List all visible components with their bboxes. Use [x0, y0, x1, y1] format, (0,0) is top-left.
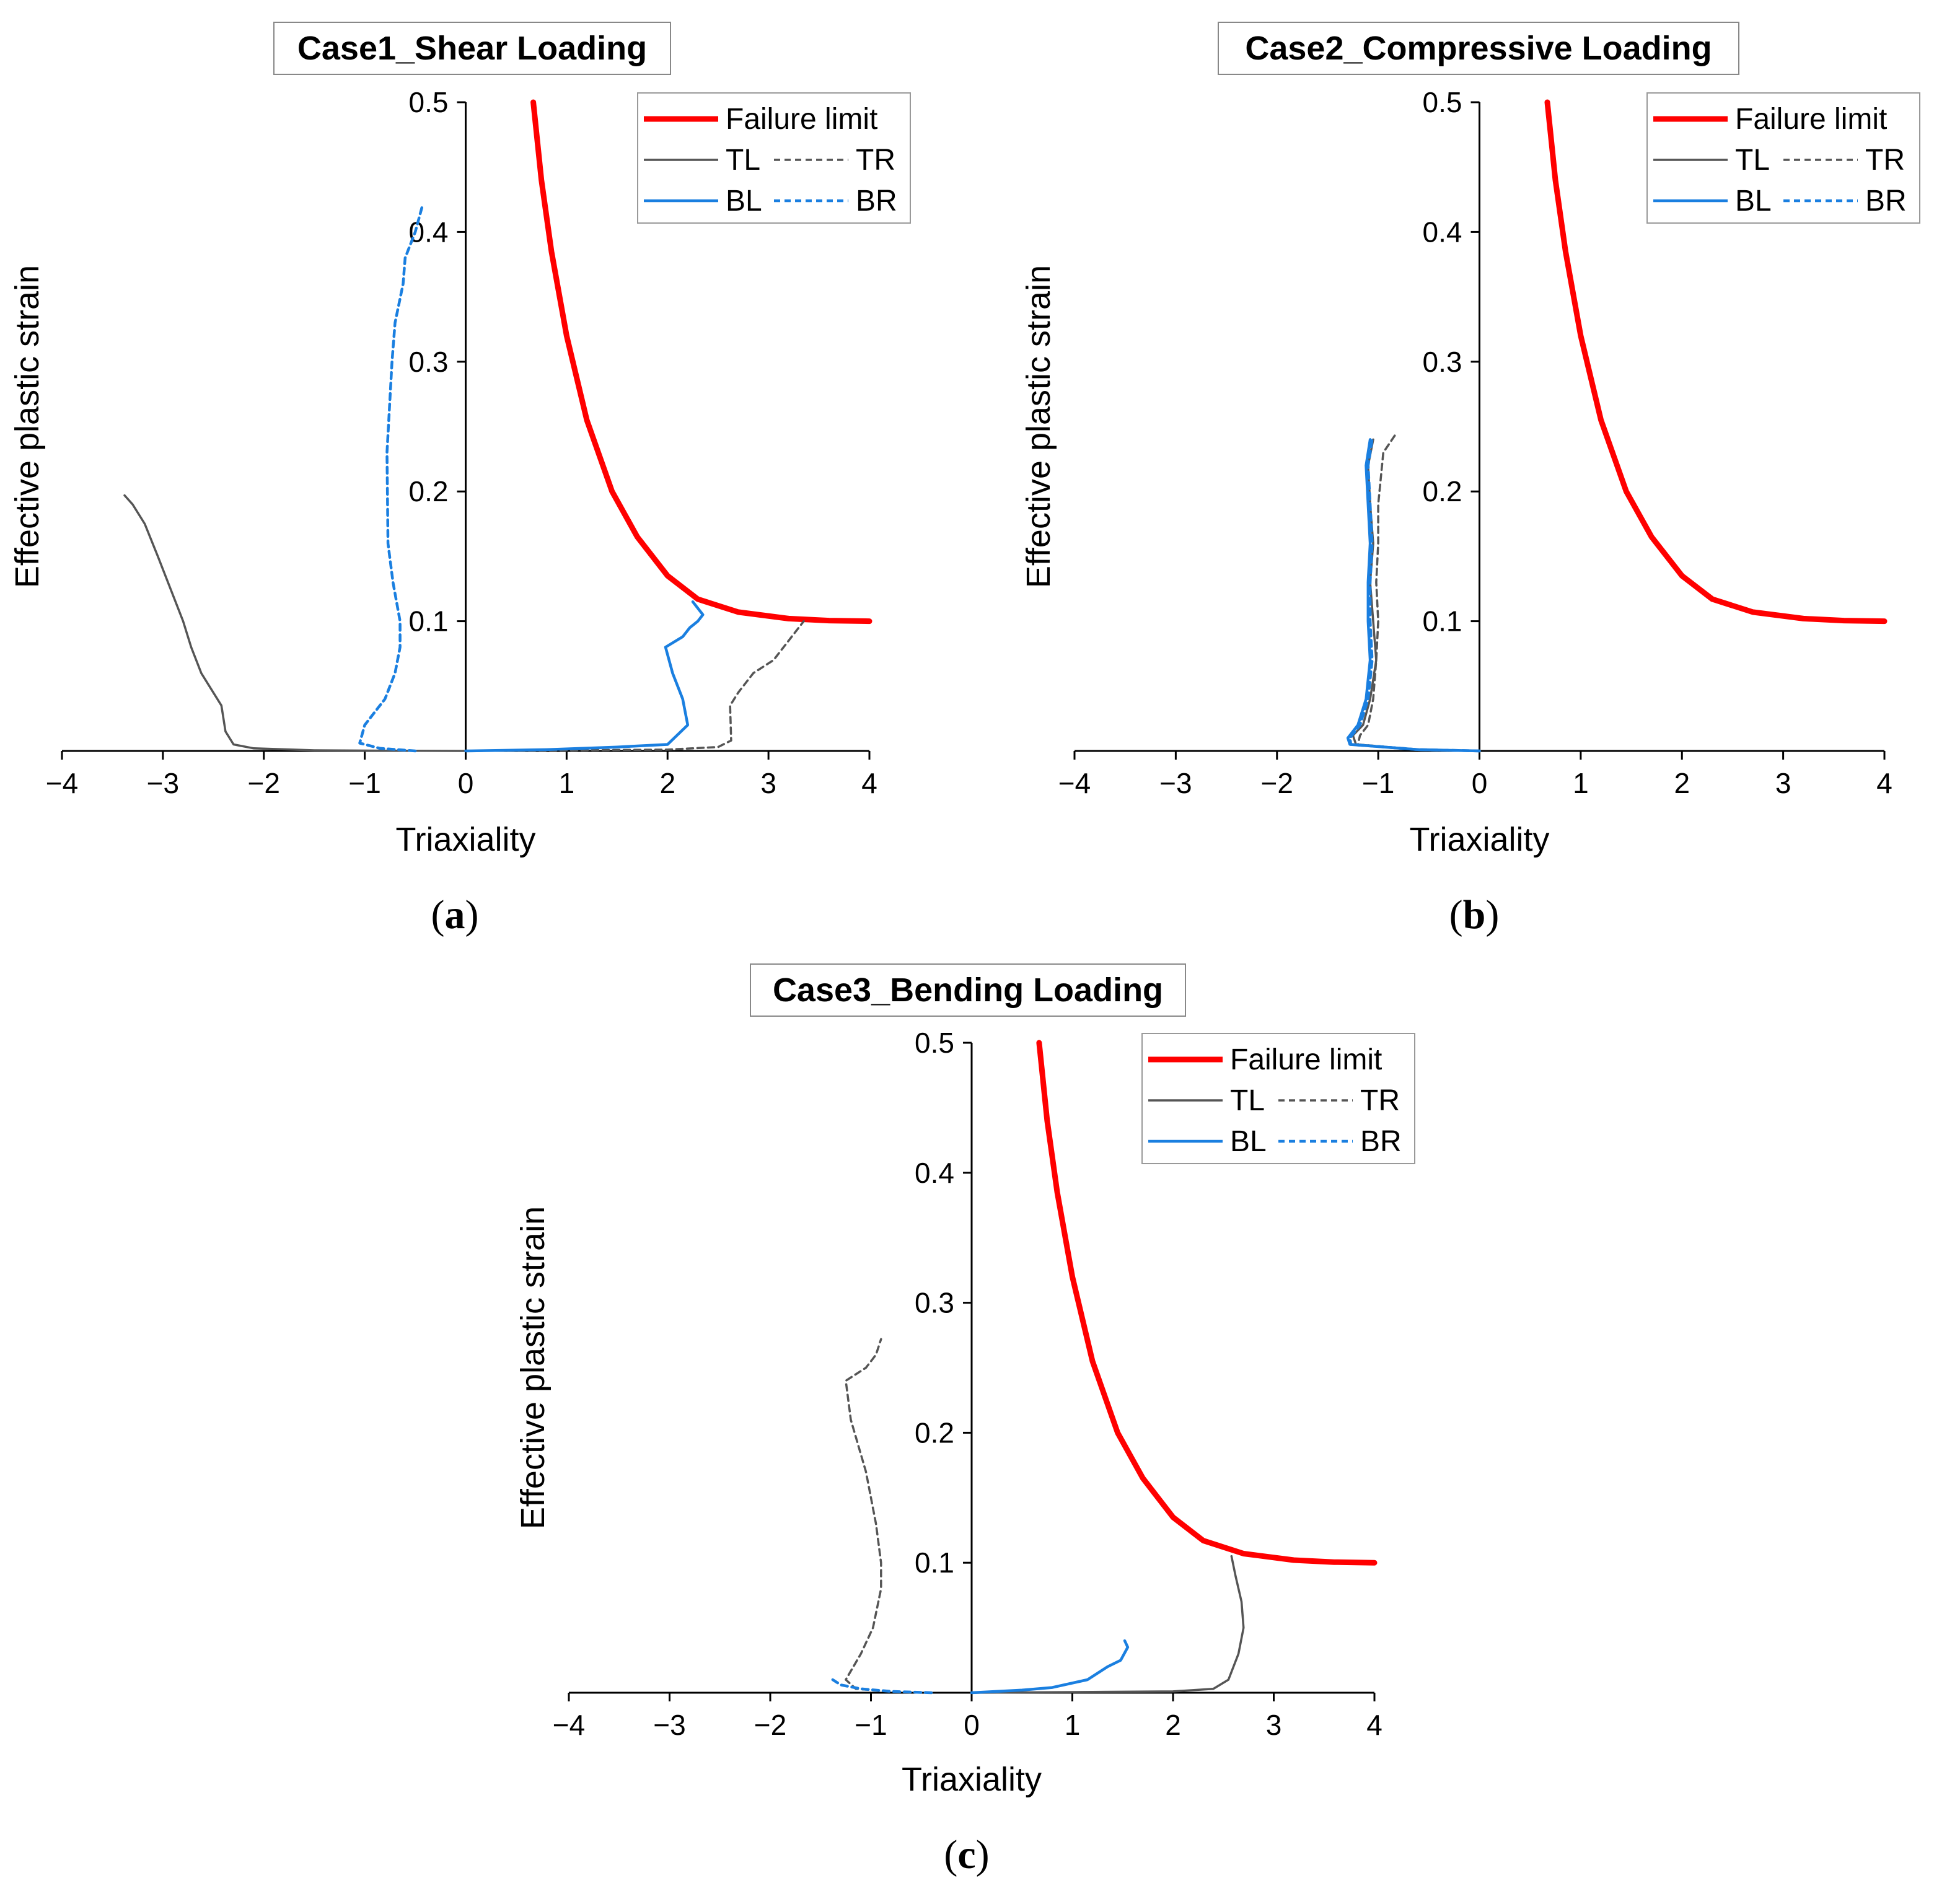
series-line-tr	[464, 620, 805, 752]
y-tick-label: 0.4	[915, 1157, 954, 1189]
legend: Failure limit TL TR BL BR	[637, 92, 911, 224]
x-tick-label: −3	[1159, 767, 1192, 799]
y-tick-label: 0.5	[915, 1027, 954, 1059]
legend-label-br: BR	[1865, 185, 1907, 217]
x-tick-label: −2	[754, 1709, 786, 1741]
x-tick-label: 4	[861, 767, 877, 799]
x-tick-label: 0	[1472, 767, 1488, 799]
legend-label-br: BR	[1360, 1125, 1402, 1158]
x-tick-label: −2	[248, 767, 280, 799]
x-axis-label: Triaxiality	[1409, 821, 1549, 858]
y-tick-label: 0.5	[409, 86, 449, 118]
x-tick-label: 2	[1165, 1709, 1181, 1741]
y-tick-label: 0.5	[1423, 86, 1462, 118]
y-tick-label: 0.1	[915, 1546, 954, 1579]
x-tick-label: 2	[1674, 767, 1690, 799]
chart-title-box	[273, 22, 671, 75]
x-axis-label: Triaxiality	[902, 1761, 1042, 1798]
y-axis-label: Effective plastic strain	[514, 1206, 552, 1529]
legend-label-tl: TL	[1735, 144, 1770, 177]
chart-panel-c: Case3_Bending Loading −4 −3 −2 −1 0 1 2 3 4 0.1 0.2…	[514, 963, 1415, 1877]
x-tick-label: −3	[147, 767, 179, 799]
legend-label-tr: TR	[856, 144, 895, 177]
series-line-failure	[530, 99, 872, 625]
x-tick-label: −4	[46, 767, 78, 799]
legend-label-tl: TL	[726, 144, 760, 177]
legend-label-bl: BL	[1230, 1125, 1267, 1158]
x-tick-label: −4	[1058, 767, 1091, 799]
panel-label: (c)	[944, 1832, 989, 1877]
series-line-br	[358, 204, 424, 753]
legend-label-tr: TR	[1865, 144, 1905, 177]
legend: Failure limit TL TR BL BR	[1646, 92, 1920, 224]
y-tick-label: 0.2	[409, 475, 449, 507]
legend-label-bl: BL	[726, 185, 762, 217]
x-tick-label: 3	[760, 767, 776, 799]
x-tick-label: 1	[559, 767, 575, 799]
legend-label-br: BR	[856, 185, 897, 217]
y-tick-label: 0.2	[1423, 475, 1462, 507]
chart-panel-b: Case2_Compressive Loading −4 −3 −2 −1 0 1 2 3 4 0.…	[1020, 22, 1920, 937]
x-tick-label: −2	[1261, 767, 1293, 799]
series-line-failure	[1544, 99, 1888, 625]
series-line-tl	[123, 494, 467, 752]
x-tick-label: −4	[553, 1709, 585, 1741]
series-line-br	[831, 1678, 933, 1695]
x-tick-label: 3	[1775, 767, 1791, 799]
x-tick-label: 1	[1065, 1709, 1081, 1741]
series-line-br	[1348, 438, 1481, 753]
y-tick-label: 0.3	[409, 346, 449, 378]
legend-label-bl: BL	[1735, 185, 1772, 217]
y-axis-label: Effective plastic strain	[1020, 265, 1057, 588]
chart-title-box	[750, 963, 1186, 1017]
y-tick-label: 0.3	[1423, 346, 1462, 378]
legend-label-tr: TR	[1360, 1084, 1400, 1117]
y-axis-label: Effective plastic strain	[9, 265, 46, 588]
chart-title-box	[1218, 22, 1739, 75]
x-tick-label: 0	[964, 1709, 980, 1741]
x-tick-label: −1	[1362, 767, 1394, 799]
series-line-tl	[970, 1555, 1245, 1694]
series-line-bl	[970, 1639, 1130, 1695]
x-tick-label: −1	[348, 767, 380, 799]
x-tick-label: 1	[1573, 767, 1589, 799]
series-line-tr	[845, 1338, 933, 1694]
y-tick-label: 0.1	[409, 605, 449, 638]
chart-title: Case1_Shear Loading	[297, 30, 647, 67]
y-tick-label: 0.2	[915, 1416, 954, 1449]
series-line-failure	[1036, 1040, 1378, 1566]
x-tick-label: 2	[659, 767, 675, 799]
y-tick-label: 0.4	[1423, 216, 1462, 248]
legend: Failure limit TL TR BL BR	[1141, 1033, 1415, 1164]
x-tick-label: −3	[653, 1709, 685, 1741]
chart-title: Case2_Compressive Loading	[1245, 30, 1712, 67]
legend-label-tl: TL	[1230, 1084, 1265, 1117]
chart-panel-a: Case1_Shear Loading −4 −3 −2 −1 0 1 2 3 4 0.1 0.2 0.…	[9, 22, 911, 937]
chart-title: Case3_Bending Loading	[773, 972, 1163, 1009]
legend-label-failure: Failure limit	[1230, 1043, 1382, 1076]
x-tick-label: 4	[1366, 1709, 1382, 1741]
panel-label: (b)	[1449, 892, 1500, 937]
x-tick-label: 0	[458, 767, 474, 799]
legend-label-failure: Failure limit	[726, 103, 877, 136]
y-tick-label: 0.1	[1423, 605, 1462, 638]
x-axis-label: Triaxiality	[395, 821, 535, 858]
x-tick-label: 4	[1876, 767, 1892, 799]
series-line-bl	[464, 600, 705, 753]
x-tick-label: −1	[855, 1709, 887, 1741]
legend-label-failure: Failure limit	[1735, 103, 1887, 136]
x-tick-label: 3	[1266, 1709, 1282, 1741]
panel-label: (a)	[431, 892, 479, 937]
y-tick-label: 0.3	[915, 1287, 954, 1319]
